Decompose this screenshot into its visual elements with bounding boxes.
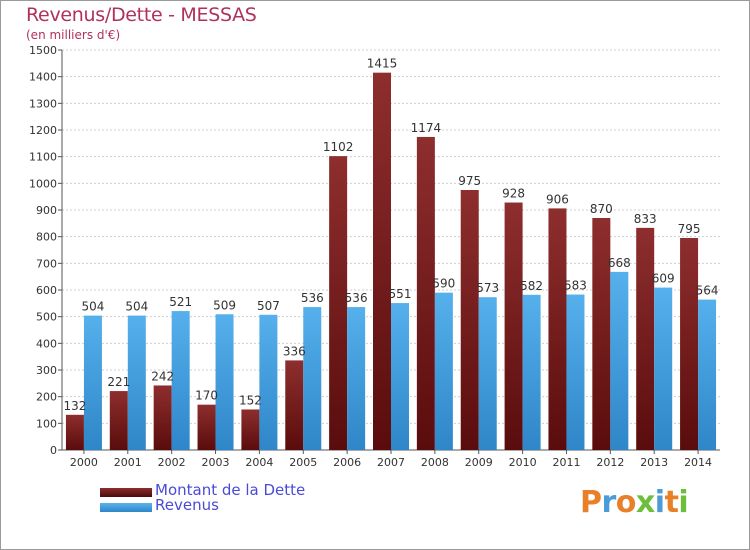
bar-revenus [171, 311, 190, 450]
y-tick-label: 1300 [29, 97, 57, 110]
bar-dette [680, 238, 699, 450]
bar-dette [109, 391, 128, 450]
bar-revenus [83, 315, 102, 450]
x-tick-label: 2009 [465, 456, 493, 469]
data-label-revenus: 509 [213, 298, 236, 312]
x-tick-label: 2008 [421, 456, 449, 469]
data-label-dette: 833 [634, 212, 657, 226]
x-tick-label: 2010 [509, 456, 537, 469]
y-tick-label: 0 [50, 444, 57, 457]
bar-revenus [215, 314, 234, 450]
x-tick-label: 2003 [202, 456, 230, 469]
bar-dette [373, 72, 391, 451]
data-label-dette: 170 [195, 389, 218, 403]
x-tick-label: 2006 [333, 456, 361, 469]
bar-revenus [566, 294, 585, 450]
proxiti-logo: Proxiti [580, 485, 689, 520]
y-tick-label: 500 [36, 311, 57, 324]
data-label-revenus: 573 [476, 281, 499, 295]
bar-dette [636, 227, 655, 450]
data-label-dette: 928 [502, 187, 525, 201]
data-label-revenus: 507 [257, 299, 280, 313]
legend-swatch-revenus [100, 503, 152, 512]
data-label-dette: 795 [678, 222, 701, 236]
y-tick-label: 1100 [29, 151, 57, 164]
bar-revenus [127, 315, 146, 450]
y-tick-label: 1500 [29, 44, 57, 57]
data-label-revenus: 582 [520, 279, 543, 293]
y-tick-label: 1200 [29, 124, 57, 137]
bar-revenus [434, 292, 453, 450]
data-label-revenus: 521 [169, 295, 192, 309]
bar-dette [504, 202, 523, 450]
bar-dette [197, 404, 216, 450]
x-tick-label: 2012 [596, 456, 624, 469]
bar-dette [285, 360, 304, 450]
data-label-dette: 242 [151, 369, 174, 383]
y-tick-label: 300 [36, 364, 57, 377]
data-label-dette: 1174 [411, 121, 442, 135]
data-label-revenus: 590 [432, 277, 455, 291]
data-label-revenus: 564 [696, 284, 719, 298]
y-tick-label: 1400 [29, 71, 57, 84]
y-tick-label: 900 [36, 204, 57, 217]
bar-dette [416, 136, 435, 450]
bar-dette [153, 385, 172, 450]
data-label-dette: 152 [239, 393, 262, 407]
bar-dette [460, 190, 479, 450]
data-label-dette: 132 [63, 399, 86, 413]
legend-label-revenus: Revenus [155, 496, 219, 514]
data-label-dette: 336 [283, 344, 306, 358]
bar-revenus [347, 307, 366, 450]
bar-revenus [522, 294, 541, 450]
bar-dette [548, 208, 567, 450]
bar-dette [241, 409, 260, 450]
data-label-revenus: 668 [608, 256, 631, 270]
bar-dette [65, 414, 84, 450]
y-tick-label: 100 [36, 417, 57, 430]
data-label-dette: 221 [107, 375, 130, 389]
data-label-dette: 1102 [323, 140, 354, 154]
y-tick-label: 200 [36, 391, 57, 404]
bar-revenus [259, 314, 278, 450]
x-tick-label: 2011 [552, 456, 580, 469]
chart-subtitle: (en milliers d'€) [26, 28, 121, 42]
data-label-dette: 975 [458, 174, 481, 188]
x-tick-label: 2014 [684, 456, 712, 469]
x-tick-label: 2004 [245, 456, 273, 469]
bar-revenus [698, 299, 717, 450]
data-label-revenus: 609 [652, 272, 675, 286]
y-tick-label: 700 [36, 257, 57, 270]
data-label-dette: 906 [546, 192, 569, 206]
data-label-dette: 870 [590, 202, 613, 216]
x-tick-label: 2002 [158, 456, 186, 469]
data-label-revenus: 504 [125, 300, 148, 314]
data-label-dette: 1415 [367, 57, 398, 71]
chart-title: Revenus/Dette - MESSAS [26, 4, 257, 26]
legend-swatch-dette [100, 488, 152, 497]
data-label-revenus: 551 [389, 287, 412, 301]
bar-revenus [478, 297, 497, 450]
bar-revenus [610, 271, 629, 450]
y-tick-label: 400 [36, 337, 57, 350]
data-label-revenus: 504 [81, 300, 104, 314]
x-tick-label: 2007 [377, 456, 405, 469]
legend-label-dette: Montant de la Dette [155, 481, 306, 499]
x-tick-label: 2013 [640, 456, 668, 469]
x-tick-label: 2000 [70, 456, 98, 469]
data-label-revenus: 536 [345, 291, 368, 305]
x-tick-label: 2005 [289, 456, 317, 469]
bar-revenus [303, 307, 322, 450]
bar-revenus [391, 303, 409, 450]
bar-revenus [654, 287, 673, 450]
bar-dette [329, 156, 348, 450]
y-tick-label: 1000 [29, 177, 57, 190]
y-tick-label: 600 [36, 284, 57, 297]
x-tick-label: 2001 [114, 456, 142, 469]
y-tick-label: 800 [36, 231, 57, 244]
bar-dette [592, 218, 611, 450]
data-label-revenus: 583 [564, 279, 587, 293]
data-label-revenus: 536 [301, 291, 324, 305]
